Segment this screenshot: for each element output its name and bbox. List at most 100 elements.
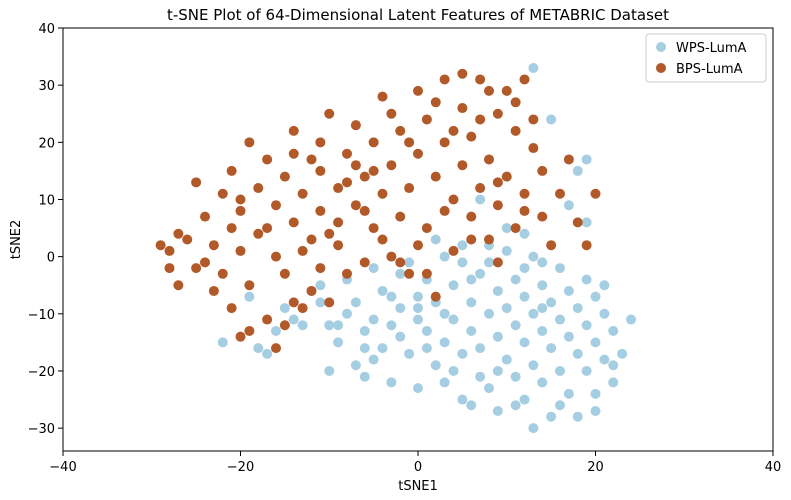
wps-luma-point	[581, 274, 592, 285]
wps-luma-point	[537, 303, 548, 314]
legend-label: BPS-LumA	[676, 62, 743, 77]
wps-luma-point	[324, 365, 335, 376]
wps-luma-point	[590, 405, 601, 416]
bps-luma-point	[164, 263, 175, 274]
bps-luma-point	[404, 137, 415, 148]
bps-luma-point	[430, 97, 441, 108]
wps-luma-point	[457, 240, 468, 251]
bps-luma-point	[262, 314, 273, 325]
bps-luma-point	[182, 234, 193, 245]
legend-label: WPS-LumA	[676, 41, 747, 56]
bps-luma-point	[279, 171, 290, 182]
wps-luma-point	[563, 331, 574, 342]
bps-luma-point	[439, 205, 450, 216]
bps-luma-point	[350, 160, 361, 171]
bps-luma-point	[271, 200, 281, 211]
bps-luma-point	[297, 188, 308, 199]
bps-luma-point	[510, 223, 521, 234]
wps-luma-point	[448, 314, 459, 325]
wps-luma-point	[448, 365, 459, 376]
bps-luma-point	[492, 177, 503, 188]
wps-luma-point	[413, 303, 423, 314]
wps-luma-point	[475, 268, 486, 279]
bps-luma-point	[253, 228, 264, 239]
bps-luma-point	[200, 211, 210, 222]
wps-luma-point	[484, 308, 494, 319]
bps-luma-point	[386, 160, 397, 171]
bps-luma-point	[484, 234, 494, 245]
wps-luma-point	[457, 348, 468, 359]
bps-luma-point	[413, 240, 423, 251]
bps-luma-point	[324, 297, 335, 308]
bps-luma-point	[501, 171, 512, 182]
wps-luma-point	[466, 325, 477, 336]
bps-luma-point	[226, 303, 237, 314]
bps-luma-point	[333, 183, 344, 194]
bps-luma-point	[395, 211, 406, 222]
bps-luma-point	[288, 148, 299, 159]
wps-luma-point	[590, 337, 601, 348]
bps-luma-point	[288, 217, 299, 228]
wps-luma-point	[368, 263, 379, 274]
bps-luma-point	[306, 285, 317, 296]
bps-luma-point	[413, 85, 423, 96]
x-tick-label: −40	[49, 460, 76, 475]
wps-luma-point	[581, 365, 592, 376]
bps-luma-point	[457, 68, 468, 79]
wps-luma-point	[359, 343, 370, 354]
wps-luma-point	[217, 337, 228, 348]
bps-luma-point	[386, 251, 397, 262]
bps-luma-point	[466, 211, 477, 222]
bps-luma-point	[448, 245, 459, 256]
wps-luma-point	[519, 291, 530, 302]
bps-luma-point	[572, 217, 583, 228]
wps-luma-point	[599, 354, 610, 365]
legend-box	[645, 33, 767, 83]
y-tick-label: 10	[38, 193, 55, 208]
bps-luma-point	[333, 217, 344, 228]
bps-luma-point	[235, 194, 246, 205]
wps-luma-point	[581, 320, 592, 331]
bps-luma-point	[395, 257, 406, 268]
wps-luma-point	[492, 331, 503, 342]
bps-luma-point	[244, 137, 255, 148]
wps-luma-point	[430, 360, 441, 371]
wps-luma-point	[537, 257, 548, 268]
bps-luma-point	[537, 211, 548, 222]
bps-luma-point	[315, 205, 326, 216]
wps-luma-point	[324, 320, 335, 331]
bps-luma-point	[386, 108, 397, 119]
wps-luma-point	[342, 308, 352, 319]
wps-luma-point	[439, 308, 450, 319]
wps-luma-point	[519, 337, 530, 348]
wps-luma-point	[555, 365, 565, 376]
bps-luma-point	[359, 205, 370, 216]
wps-luma-point	[537, 280, 548, 291]
bps-luma-point	[173, 280, 184, 291]
bps-luma-point	[208, 285, 219, 296]
bps-luma-point	[430, 291, 441, 302]
bps-luma-point	[279, 320, 290, 331]
wps-luma-point	[563, 388, 574, 399]
wps-luma-point	[288, 314, 299, 325]
bps-luma-point	[439, 137, 450, 148]
wps-luma-point	[413, 291, 423, 302]
bps-luma-point	[279, 268, 290, 279]
wps-luma-point	[475, 194, 486, 205]
bps-luma-point	[173, 228, 184, 239]
bps-luma-point	[528, 114, 539, 125]
wps-luma-point	[537, 325, 548, 336]
bps-luma-point	[324, 228, 335, 239]
wps-luma-point	[386, 291, 397, 302]
y-axis-title: tSNE2	[9, 220, 24, 260]
bps-luma-point	[350, 120, 361, 131]
wps-luma-point	[466, 297, 477, 308]
bps-luma-point	[208, 240, 219, 251]
bps-luma-point	[324, 108, 335, 119]
wps-luma-point	[377, 285, 388, 296]
wps-luma-point	[546, 343, 557, 354]
bps-luma-point	[555, 188, 565, 199]
x-tick-label: 0	[414, 460, 422, 475]
bps-luma-point	[484, 85, 494, 96]
wps-luma-point	[333, 320, 344, 331]
